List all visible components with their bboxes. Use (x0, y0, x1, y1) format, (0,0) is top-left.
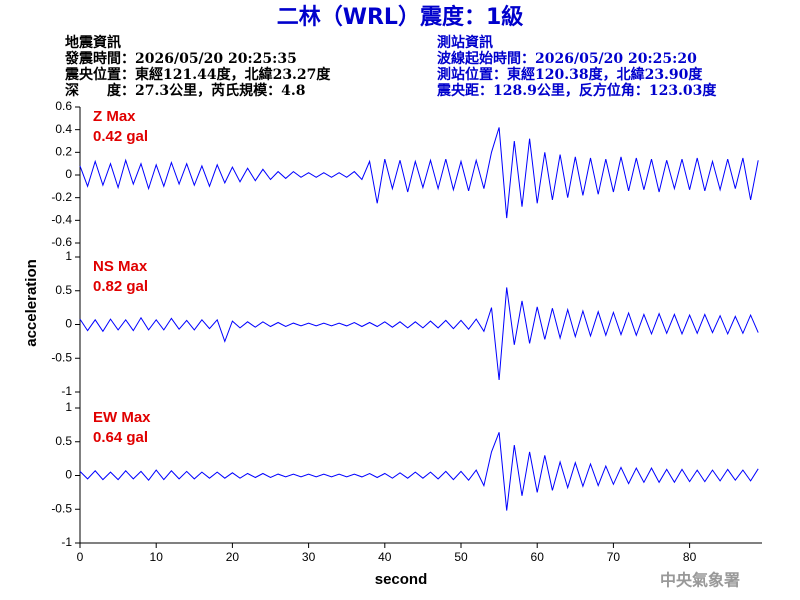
info-right: 震央距：128.9公里，反方位角：123.03度 (436, 82, 717, 99)
x-axis-label: second (375, 571, 428, 588)
x-tick-label: 20 (226, 550, 240, 564)
y-tick-label: 0.5 (55, 283, 72, 297)
y-tick-label: 1 (65, 400, 72, 414)
peak-label: 0.64 gal (93, 429, 148, 446)
y-tick-label: 0.4 (55, 122, 72, 136)
waveform (79, 127, 759, 219)
waveform (79, 432, 759, 511)
component-label: NS Max (93, 258, 148, 275)
y-axis-label: acceleration (23, 259, 40, 347)
title: 二林（WRL）震度：1級 (277, 4, 524, 30)
y-tick-label: 0.6 (55, 99, 72, 113)
y-tick-label: 0 (65, 468, 72, 482)
y-tick-label: -0.5 (51, 350, 72, 364)
y-tick-label: -0.4 (51, 213, 72, 227)
peak-label: 0.42 gal (93, 128, 148, 145)
y-tick-label: -0.5 (51, 501, 72, 515)
x-tick-label: 50 (454, 550, 468, 564)
x-tick-label: 80 (683, 550, 697, 564)
x-tick-label: 40 (378, 550, 392, 564)
y-tick-label: 0.2 (55, 145, 72, 159)
info-left: 發震時間：2026/05/20 20:25:35 (64, 50, 297, 67)
info-right: 波線起始時間：2026/05/20 20:25:20 (437, 50, 697, 67)
y-tick-label: -0.6 (51, 235, 72, 249)
info-right: 測站位置：東經120.38度，北緯23.90度 (437, 66, 703, 83)
y-tick-label: 0.5 (55, 434, 72, 448)
info-left: 震央位置：東經121.44度，北緯23.27度 (64, 66, 331, 83)
peak-label: 0.82 gal (93, 278, 148, 295)
waveform (79, 287, 759, 380)
x-tick-label: 10 (150, 550, 164, 564)
info-left: 深 度：27.3公里，芮氏規模：4.8 (65, 82, 305, 99)
component-label: EW Max (93, 409, 151, 426)
y-tick-label: 0 (65, 167, 72, 181)
y-tick-label: -0.2 (51, 190, 72, 204)
y-tick-label: 0 (65, 317, 72, 331)
x-tick-label: 70 (607, 550, 621, 564)
y-tick-label: -1 (61, 384, 72, 398)
y-tick-label: -1 (61, 535, 72, 549)
component-label: Z Max (93, 108, 136, 125)
info-right: 測站資訊 (437, 34, 493, 51)
info-left: 地震資訊 (65, 34, 121, 51)
x-tick-label: 60 (531, 550, 545, 564)
x-tick-label: 30 (302, 550, 316, 564)
x-tick-label: 0 (77, 550, 84, 564)
y-tick-label: 1 (65, 249, 72, 263)
footer: 中央氣象署 (660, 571, 740, 590)
